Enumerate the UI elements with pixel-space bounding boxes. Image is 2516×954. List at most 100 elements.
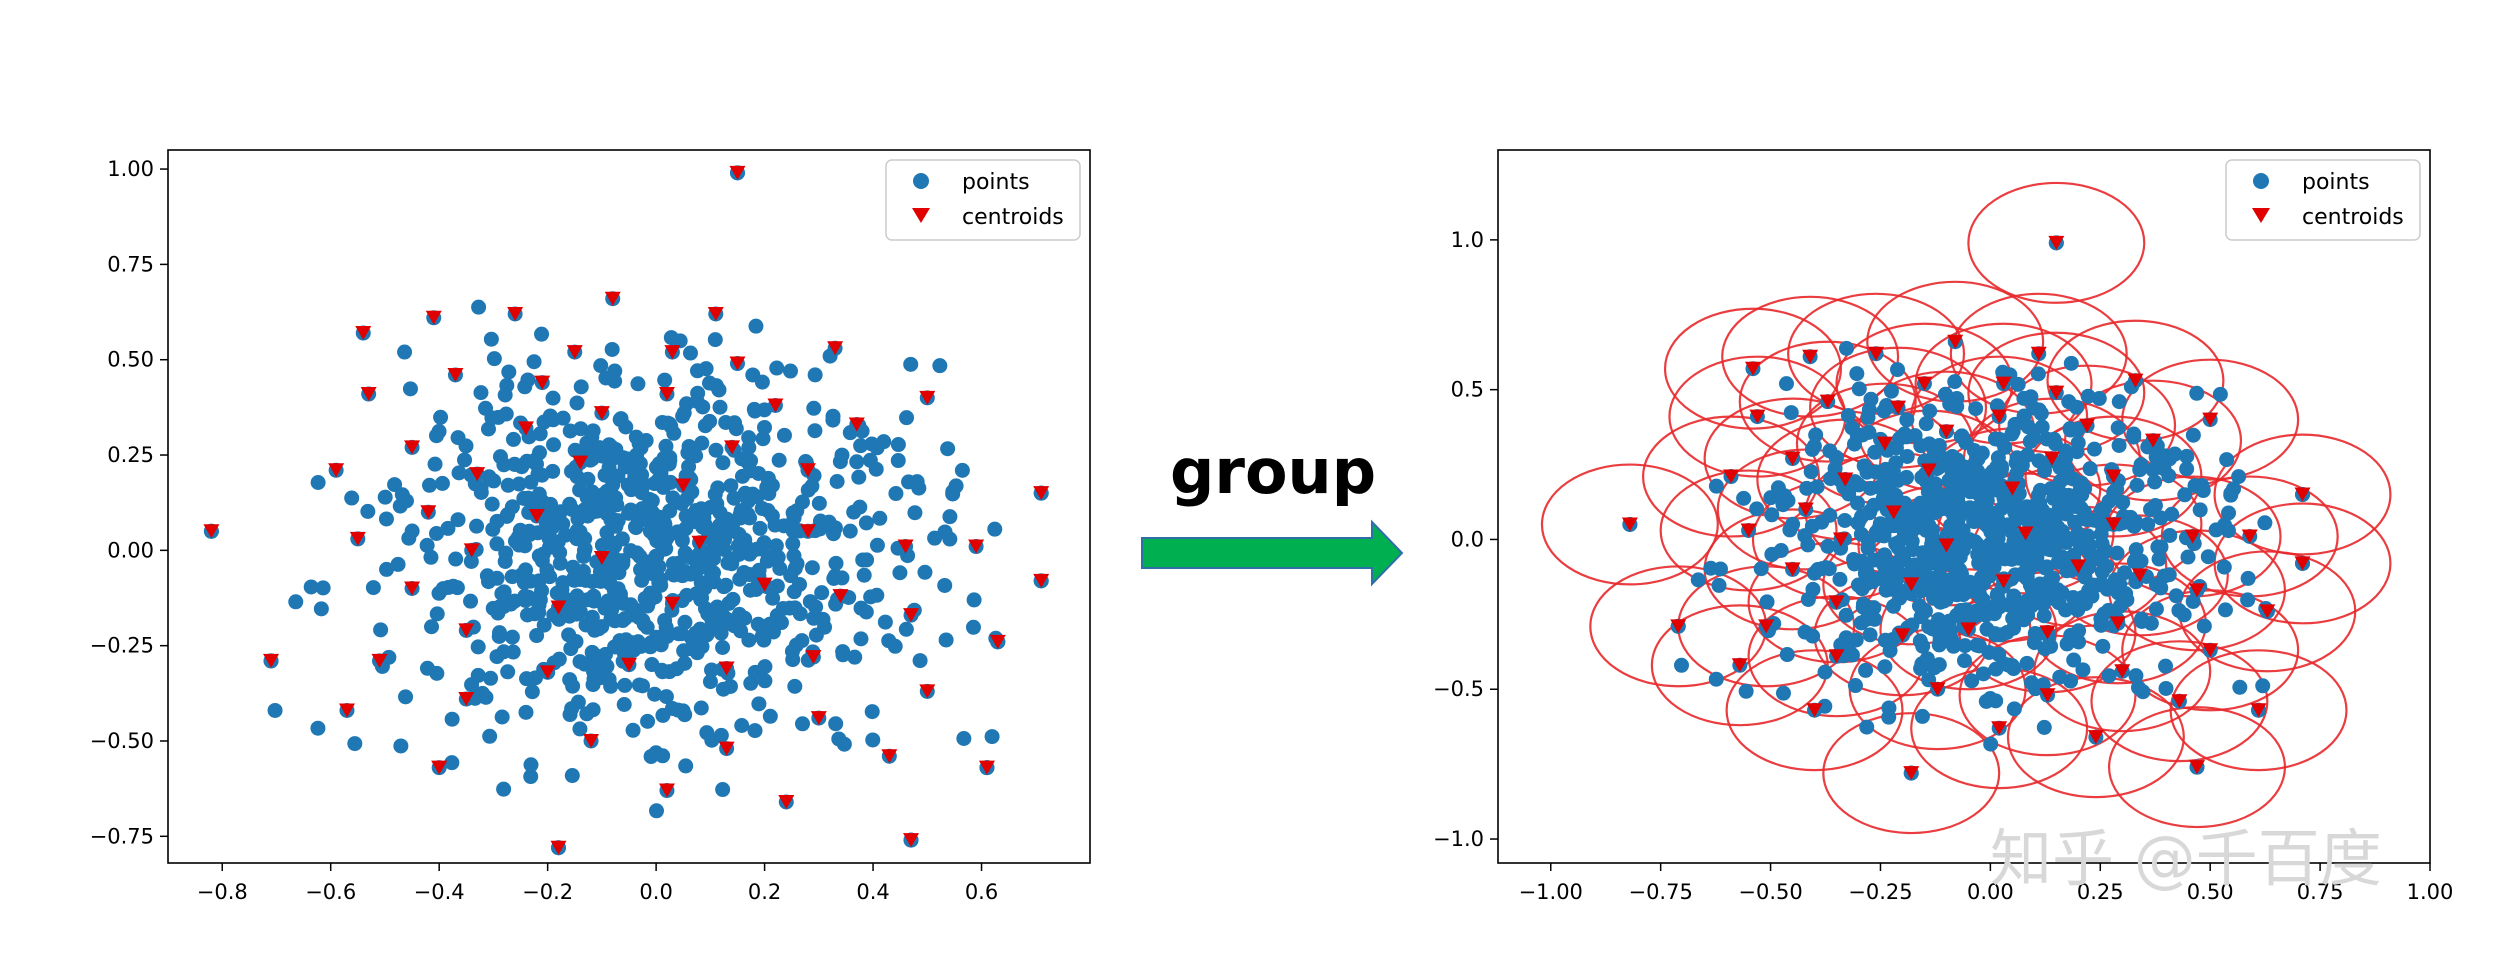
- centroid-marker: [1740, 523, 1757, 538]
- data-point: [2032, 495, 2048, 511]
- data-point: [393, 738, 409, 754]
- data-point: [572, 603, 588, 619]
- centroid-marker: [897, 539, 914, 554]
- data-point: [723, 478, 739, 494]
- data-point: [912, 653, 928, 669]
- centroid-marker: [903, 833, 920, 848]
- group-circle: [1540, 463, 1719, 586]
- y-tick-label: 0.0: [1451, 527, 1484, 551]
- y-tick-label: 0.50: [107, 348, 154, 372]
- data-point: [2075, 662, 2091, 678]
- centroid-marker: [2048, 235, 2065, 250]
- data-point: [615, 553, 631, 569]
- legend-box: [2225, 159, 2421, 241]
- data-point: [2147, 474, 2163, 490]
- group-label: group: [1170, 435, 1376, 508]
- centroid-marker: [593, 550, 610, 565]
- x-tick-label: 0.75: [2297, 880, 2344, 904]
- centroid-marker: [2189, 760, 2205, 775]
- centroid-marker: [328, 463, 345, 478]
- data-point: [625, 722, 641, 738]
- data-point: [706, 565, 722, 581]
- x-tick-label: −0.6: [305, 880, 356, 904]
- data-point: [310, 720, 326, 736]
- data-point: [551, 651, 567, 667]
- data-point: [1983, 524, 1999, 540]
- data-point: [1919, 651, 1935, 667]
- data-point: [529, 628, 545, 644]
- data-point: [2232, 679, 2248, 695]
- data-point: [365, 580, 381, 596]
- data-point: [1838, 607, 1854, 623]
- data-point: [1851, 381, 1867, 397]
- data-point: [828, 716, 844, 732]
- data-point: [2034, 419, 2050, 435]
- centroid-marker: [1995, 574, 2012, 589]
- centroid-marker: [458, 692, 475, 707]
- data-point: [2026, 430, 2042, 446]
- data-point: [782, 363, 798, 379]
- data-point: [523, 474, 539, 490]
- data-point: [504, 499, 520, 515]
- data-point: [847, 649, 863, 665]
- data-point: [945, 484, 961, 500]
- data-point: [692, 621, 708, 637]
- data-point: [1981, 479, 1997, 495]
- data-point: [2032, 482, 2048, 498]
- data-point: [2109, 545, 2125, 561]
- data-point: [1971, 638, 1987, 654]
- data-point: [737, 485, 753, 501]
- data-point: [1952, 508, 1968, 524]
- data-point: [869, 587, 885, 603]
- centroid-marker: [469, 467, 486, 482]
- data-point: [450, 512, 466, 528]
- data-point: [2158, 680, 2174, 696]
- data-point: [492, 449, 508, 465]
- data-point: [648, 803, 664, 819]
- data-point: [2257, 515, 2273, 531]
- centroid-marker: [528, 509, 545, 524]
- data-point: [674, 532, 690, 548]
- data-point: [2153, 539, 2169, 555]
- data-point: [1753, 561, 1769, 577]
- centroid-marker: [1621, 517, 1638, 532]
- data-point: [689, 645, 705, 661]
- data-point: [593, 573, 609, 589]
- data-point: [1805, 628, 1821, 644]
- data-point: [563, 641, 579, 657]
- centroid-marker: [1832, 532, 1849, 547]
- data-point: [2020, 544, 2036, 560]
- y-tick-label: −0.50: [90, 729, 154, 753]
- data-point: [932, 358, 948, 374]
- x-tick-label: −0.2: [522, 880, 573, 904]
- data-point: [1944, 633, 1960, 649]
- data-point: [828, 555, 844, 571]
- data-point: [702, 674, 718, 690]
- data-point: [1968, 401, 1984, 417]
- centroid-marker: [1903, 766, 1920, 781]
- centroid-marker: [1991, 409, 2008, 424]
- y-axis-ticks: 1.00 0.75 0.50 0.25 0.00 −0.25 −0.50 −0.75: [90, 157, 168, 848]
- data-point: [422, 477, 438, 493]
- data-point: [2054, 585, 2070, 601]
- data-point: [444, 755, 460, 771]
- centroid-marker: [404, 581, 421, 596]
- data-point: [1708, 671, 1724, 687]
- centroid-marker: [550, 600, 567, 615]
- data-point: [783, 568, 799, 584]
- data-point: [585, 663, 601, 679]
- centroid-marker: [2202, 643, 2219, 658]
- data-point: [1899, 412, 1915, 428]
- data-point: [715, 782, 731, 798]
- data-point: [1736, 490, 1752, 506]
- data-point: [2055, 487, 2071, 503]
- data-point: [394, 487, 410, 503]
- data-point: [700, 606, 716, 622]
- data-point: [2151, 551, 2167, 567]
- centroid-marker: [550, 840, 567, 855]
- data-point: [627, 519, 643, 535]
- data-point: [835, 647, 851, 663]
- data-point: [1708, 478, 1724, 494]
- data-point: [769, 578, 785, 594]
- centroid-marker: [724, 440, 741, 455]
